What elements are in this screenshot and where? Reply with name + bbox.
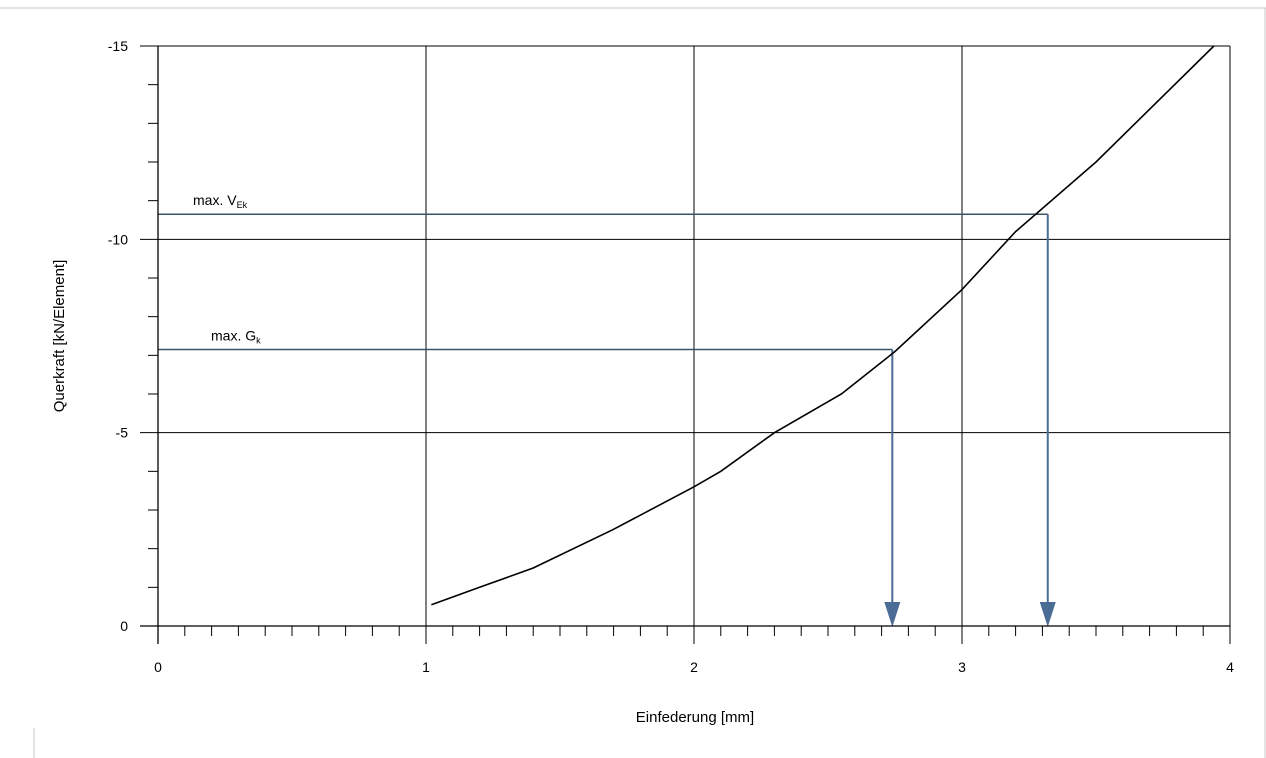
y-tick-label: 0 <box>120 618 128 634</box>
tick-labels: max. VEk max. Gk 0 1 2 3 4 0 -5 -10 -15 <box>108 38 1234 675</box>
curve-layer <box>431 45 1215 606</box>
annotation-arrowhead <box>884 602 901 627</box>
annotation-arrowhead <box>1039 602 1056 627</box>
x-tick-label: 2 <box>690 659 698 675</box>
axes <box>140 45 1231 644</box>
y-tick-label: -10 <box>108 231 128 247</box>
annotation-label: max. VEk <box>193 192 248 210</box>
series-line <box>431 45 1215 606</box>
y-tick-label: -15 <box>108 38 128 54</box>
x-tick-label: 3 <box>958 659 966 675</box>
x-tick-label: 0 <box>154 659 162 675</box>
x-tick-label: 4 <box>1226 659 1234 675</box>
y-tick-label: -5 <box>116 425 129 441</box>
x-axis-label: Einfederung [mm] <box>636 709 754 726</box>
annotation-lines <box>158 213 1056 627</box>
y-axis-label: Querkraft [kN/Element] <box>51 260 68 413</box>
x-tick-label: 1 <box>422 659 430 675</box>
image-frame <box>0 7 1266 758</box>
grid <box>158 45 1231 626</box>
annotation-label: max. Gk <box>211 328 261 346</box>
